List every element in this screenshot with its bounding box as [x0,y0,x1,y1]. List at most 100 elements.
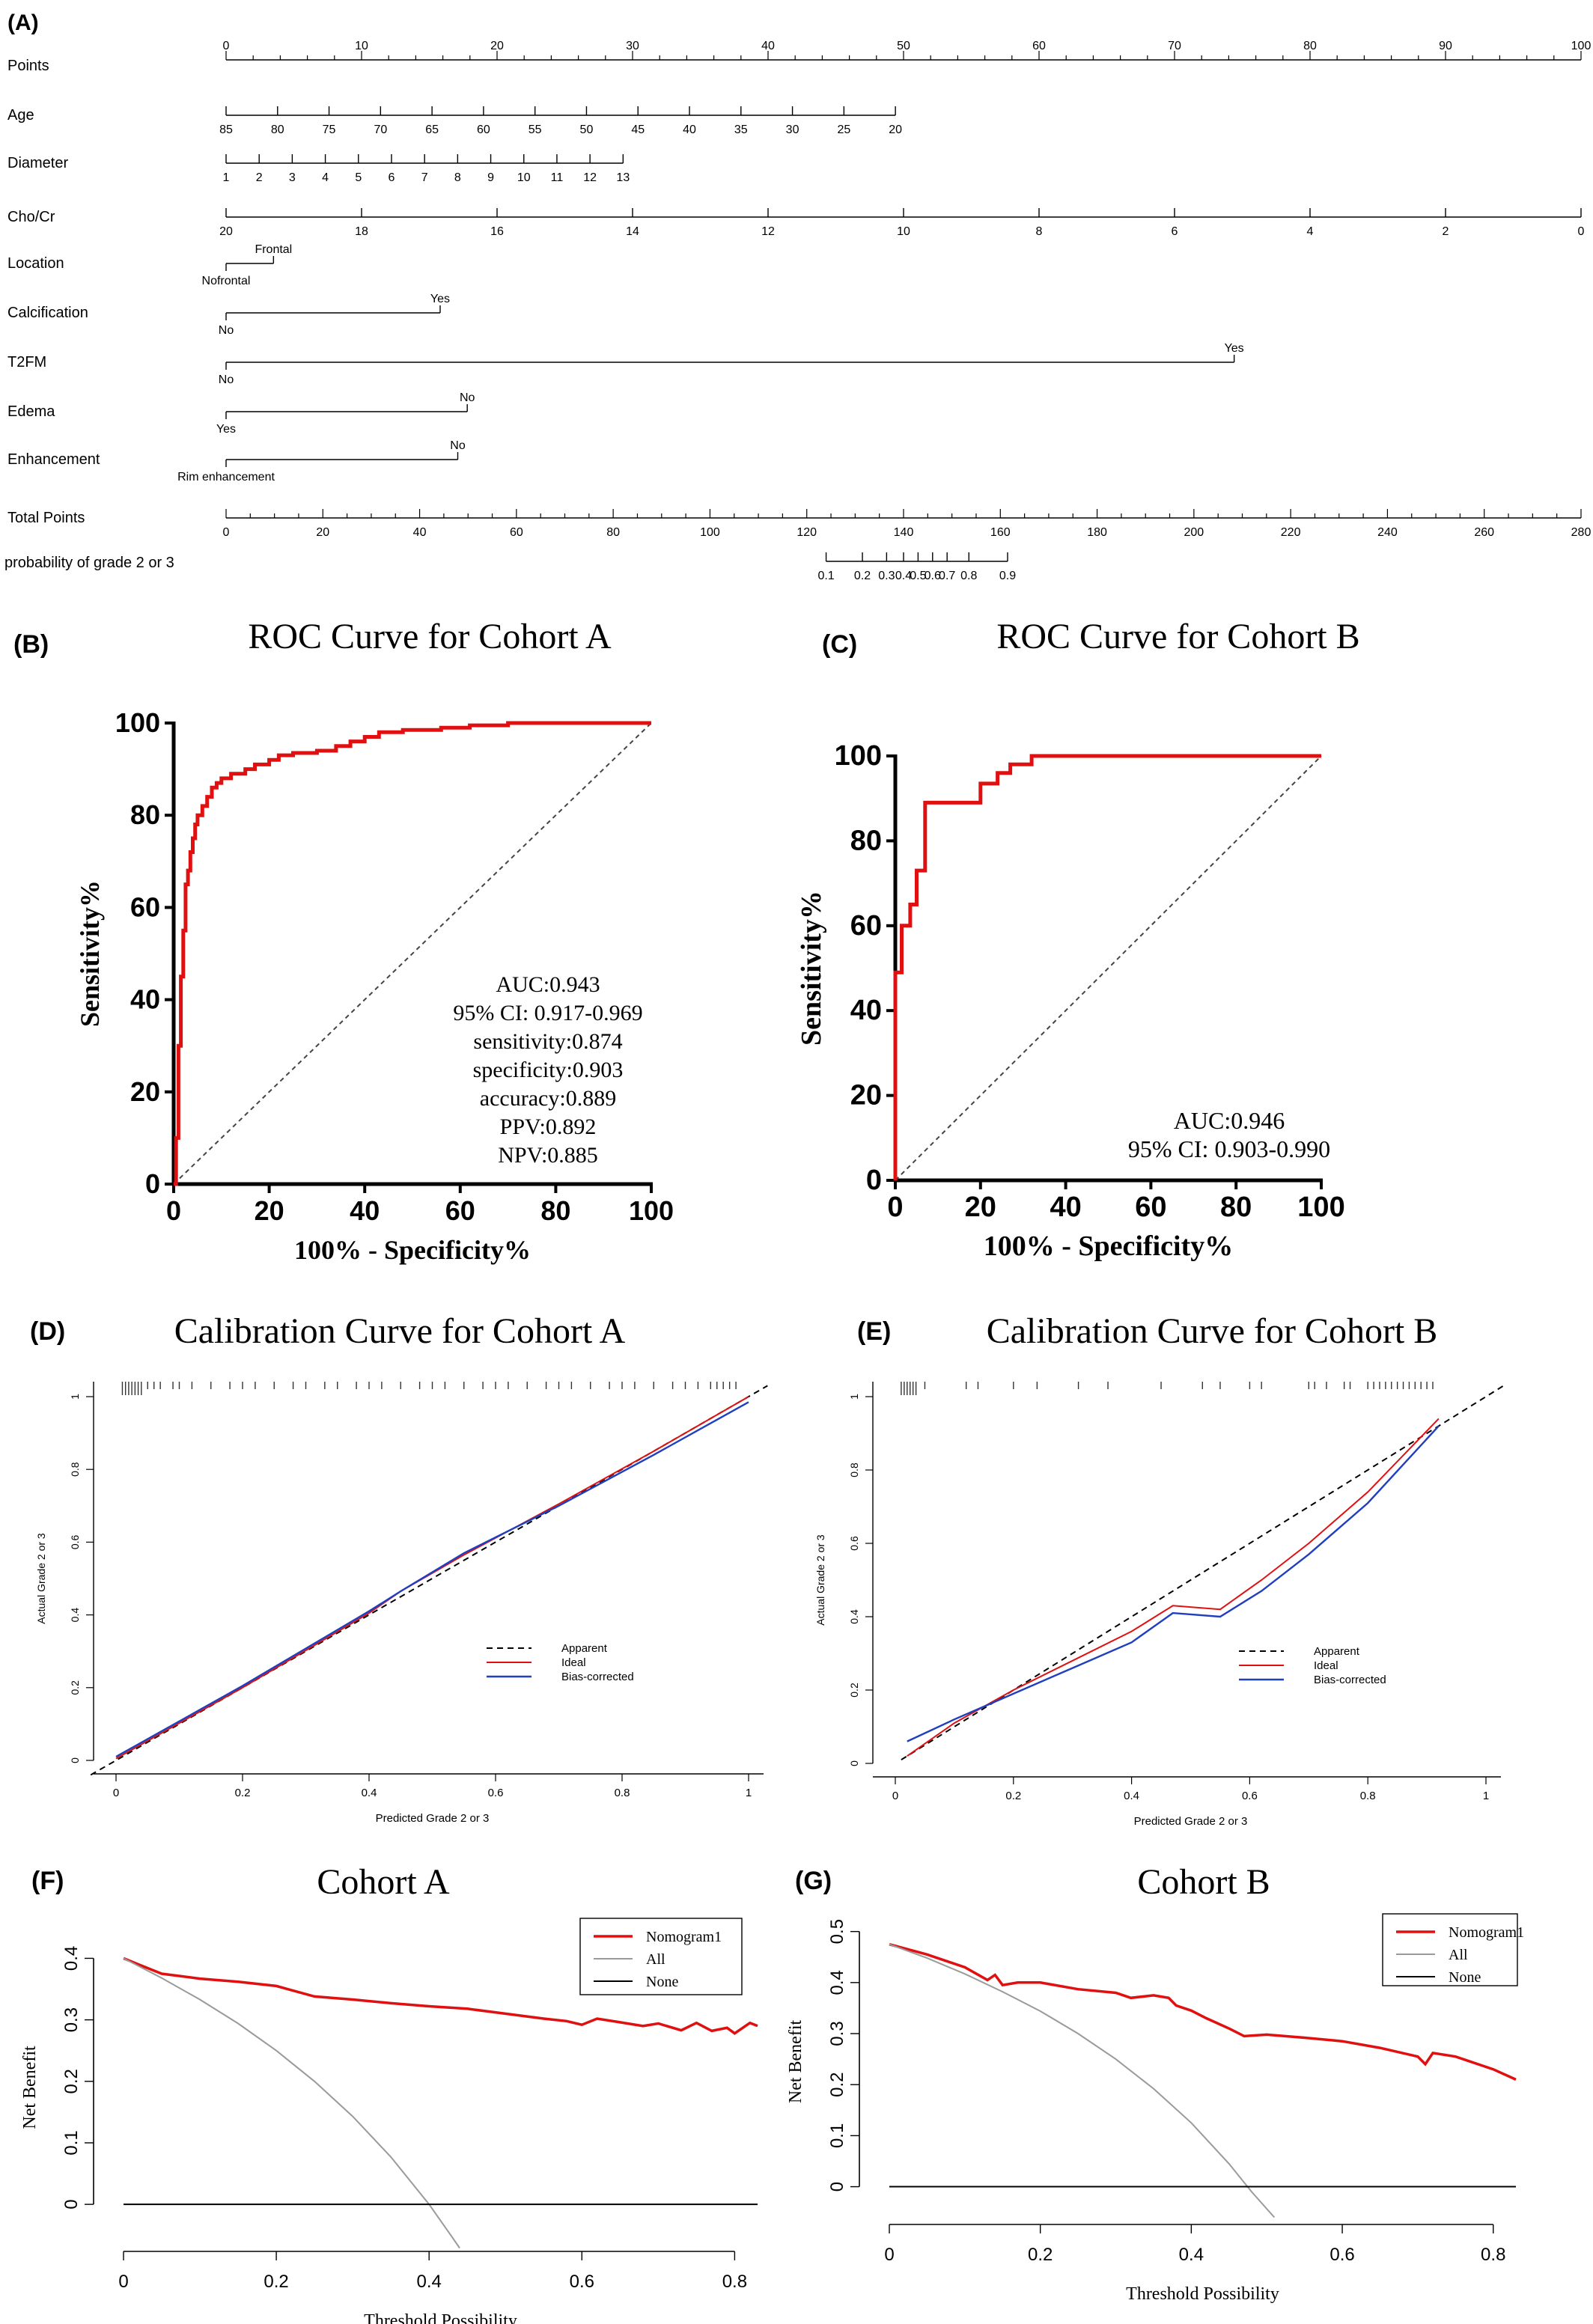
nomogram-tick-label: 50 [897,40,910,52]
panel-g-title: Cohort B [1137,1862,1270,1902]
nomogram-tick-label: 6 [1172,225,1178,238]
legend-label: Nomogram1 [646,1929,722,1945]
x-tick-label: 1 [746,1787,752,1799]
x-tick-label: 0.6 [570,2272,594,2292]
nomogram-tick-label: 1 [223,171,230,184]
stat-annotation: sensitivity:0.874 [473,1029,622,1054]
nomogram-tick-label: 60 [1032,40,1046,52]
y-tick-label: 20 [850,1080,882,1111]
nomogram-tick-label: 7 [421,171,428,184]
nomogram-tick-label: 40 [683,123,696,136]
legend-label: Ideal [1314,1659,1338,1672]
y-tick-label: 60 [130,891,160,922]
y-tick-label: 0.2 [69,1680,81,1695]
nomogram-tick-label: 2 [256,171,263,184]
nomogram-tick-label: 160 [990,526,1011,539]
y-tick-label: 0.2 [827,2072,847,2096]
y-tick-label: 40 [850,995,882,1026]
panel-f-letter: (F) [31,1867,64,1895]
nomogram-tick-label: 85 [219,123,233,136]
legend-label: Apparent [1314,1645,1360,1658]
panel-a-letter: (A) [7,10,39,35]
x-tick-label: 0.8 [615,1787,630,1799]
panel-e-title: Calibration Curve for Cohort B [987,1311,1438,1351]
panel-b-title: ROC Curve for Cohort A [248,617,612,656]
nomogram-tick-label: 0.8 [960,570,977,582]
nomogram-tick-label: 20 [316,526,329,539]
nomogram-tick-label: 0 [223,526,230,539]
nomogram-level-label: Rim enhancement [177,471,275,484]
x-tick-label: 80 [540,1195,570,1226]
nomogram-tick-label: 20 [219,225,233,238]
nomogram-tick-label: 0.4 [895,570,912,582]
x-tick-label: 0 [887,1192,903,1223]
panel-d-title: Calibration Curve for Cohort A [174,1311,626,1351]
nomogram-tick-label: 5 [355,171,362,184]
nomogram-tick-label: 0.6 [925,570,941,582]
nomogram-tick-label: 20 [889,123,902,136]
nomogram-tick-label: 12 [761,225,775,238]
nomogram-tick-label: 4 [1307,225,1314,238]
ideal-line [907,1418,1440,1757]
nomogram-tick-label: 0.7 [939,570,955,582]
legend-label: Bias-corrected [1314,1674,1386,1686]
nomogram-level-label: Frontal [255,243,292,256]
nomogram-tick-label: 0 [1578,225,1585,238]
nomogram-tick-label: 0.1 [817,570,834,582]
nomogram-tick-label: 65 [425,123,439,136]
x-tick-label: 0.4 [1179,2245,1204,2265]
stat-annotation: AUC:0.946 [1174,1107,1285,1134]
nomogram-tick-label: 30 [786,123,799,136]
nomogram-tick-label: 3 [289,171,296,184]
y-tick-label: 0.4 [61,1946,82,1971]
y-tick-label: 0.3 [827,2021,847,2046]
x-tick-label: 40 [1050,1192,1081,1223]
y-tick-label: 0 [848,1760,860,1766]
stat-annotation: NPV:0.885 [498,1143,598,1168]
nomogram-tick-label: 13 [616,171,630,184]
x-tick-label: 0.2 [1028,2245,1053,2265]
nomogram-tick-label: 120 [796,526,817,539]
x-tick-label: 40 [350,1195,380,1226]
y-axis-title: Net Benefit [786,2020,805,2104]
x-tick-label: 0.2 [264,2272,288,2292]
nomogram-row-label: Location [7,255,64,272]
nomogram-tick-label: 60 [510,526,523,539]
nomogram-level-label: Nofrontal [202,275,251,287]
legend-label: All [646,1951,665,1968]
reference-diagonal-line [173,722,652,1185]
nomogram-row-label: Enhancement [7,451,100,468]
y-tick-label: 0.8 [848,1463,860,1477]
nomogram-tick-label: 180 [1087,526,1107,539]
nomogram-level-label: No [219,324,234,337]
nomogram-tick-label: 45 [631,123,645,136]
nomogram-tick-label: 70 [374,123,387,136]
roc-curve-line [893,754,1321,1180]
nomogram-tick-label: 2 [1443,225,1449,238]
nomogram-net-benefit-line [123,1957,758,2035]
legend-label: Bias-corrected [561,1671,634,1683]
y-axis-title: Sensitivity% [75,880,105,1027]
x-tick-label: 60 [445,1195,475,1226]
x-tick-label: 0.6 [488,1787,504,1799]
y-tick-label: 20 [130,1076,160,1107]
nomogram-tick-label: 80 [1303,40,1317,52]
nomogram-tick-label: 260 [1474,526,1494,539]
x-tick-label: 0.8 [722,2272,747,2292]
nomogram-row-label: probability of grade 2 or 3 [4,555,174,571]
y-axis-title: Actual Grade 2 or 3 [35,1533,47,1624]
nomogram-tick-label: 240 [1377,526,1398,539]
nomogram-row-label: Cho/Cr [7,209,55,225]
nomogram-level-label: Yes [216,423,236,436]
x-tick-label: 0.2 [235,1787,251,1799]
y-tick-label: 1 [69,1394,81,1400]
panel-c-title: ROC Curve for Cohort B [996,617,1359,656]
panel-c-letter: (C) [822,630,857,659]
x-tick-label: 20 [255,1195,284,1226]
nomogram-tick-label: 14 [626,225,639,238]
legend-label: Nomogram1 [1449,1924,1524,1941]
nomogram-row-label: Points [7,58,49,74]
legend-label: None [1449,1969,1481,1986]
roc-curve-line [174,721,651,1186]
